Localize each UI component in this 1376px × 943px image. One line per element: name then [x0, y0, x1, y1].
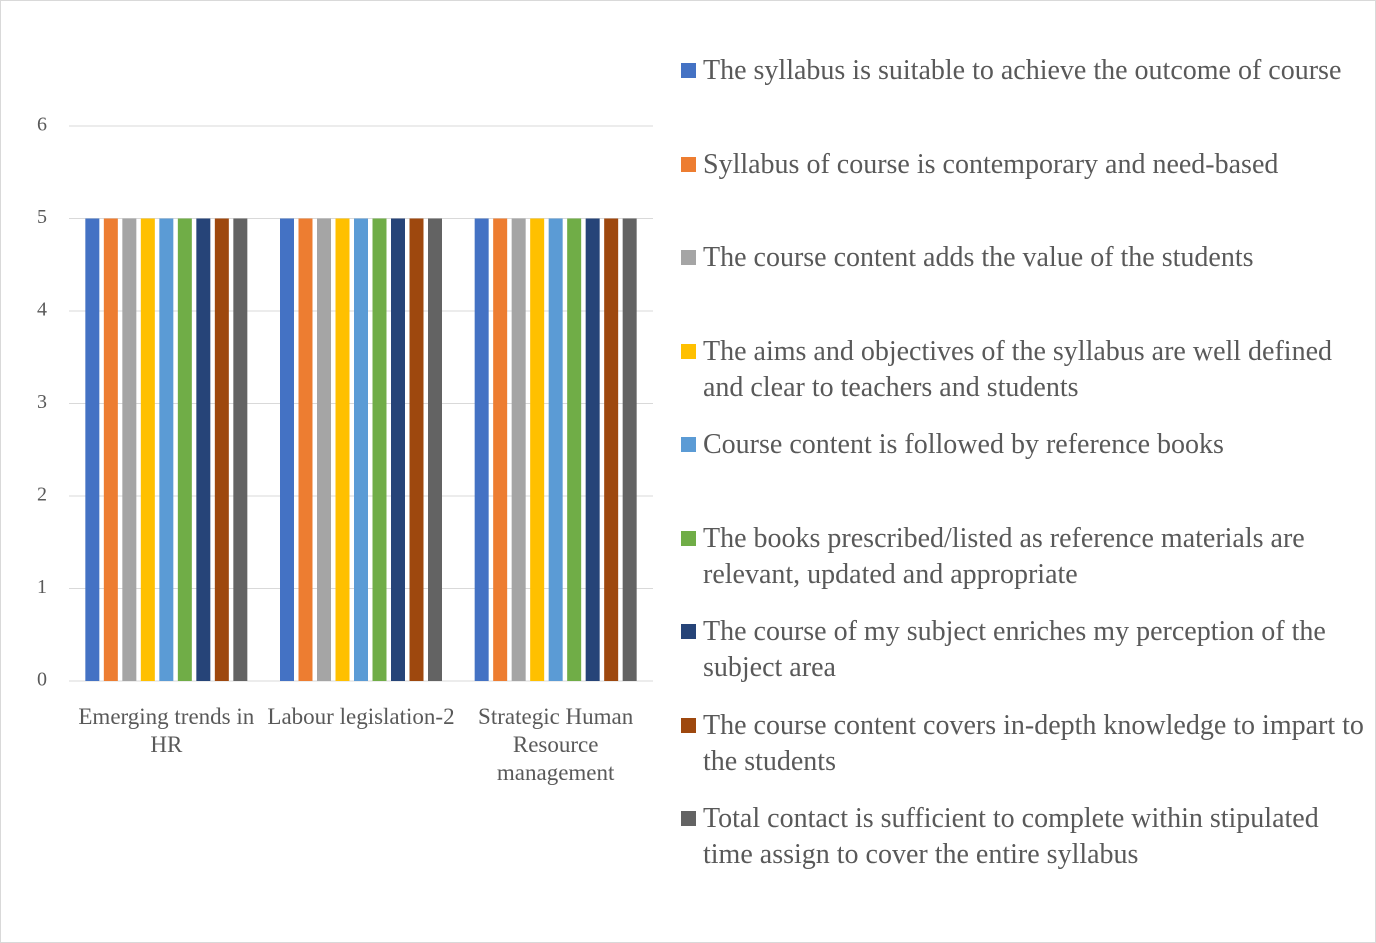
legend-entry: Total contact is sufficient to complete …: [681, 801, 1371, 873]
y-tick-label: 6: [37, 114, 47, 136]
bar: [511, 218, 526, 681]
bar: [159, 218, 174, 681]
legend-label: The course of my subject enriches my per…: [703, 616, 1326, 683]
bar: [335, 218, 350, 681]
legend-label: The course content adds the value of the…: [703, 242, 1254, 273]
bar: [548, 218, 563, 681]
bar: [140, 218, 155, 681]
bar: [280, 218, 294, 681]
bar: [622, 218, 637, 681]
bar: [85, 218, 100, 681]
bar: [317, 218, 331, 681]
bar: [391, 218, 405, 681]
bar: [409, 218, 424, 681]
bar: [122, 218, 137, 681]
bar: [585, 218, 600, 681]
bar: [567, 218, 582, 681]
legend-entry: The course content covers in-depth knowl…: [681, 708, 1371, 780]
y-tick-label: 2: [37, 484, 47, 506]
legend-label: The syllabus is suitable to achieve the …: [703, 55, 1342, 86]
y-tick-label: 4: [37, 299, 47, 321]
legend-swatch: [681, 156, 696, 172]
legend-swatch: [681, 530, 696, 546]
bar: [604, 218, 619, 681]
bar: [530, 218, 545, 681]
legend-label: The course content covers in-depth knowl…: [703, 709, 1364, 777]
legend-label: The books prescribed/listed as reference…: [703, 522, 1305, 590]
bar: [428, 218, 442, 681]
legend-entry: The aims and objectives of the syllabus …: [681, 334, 1371, 406]
bar: [298, 218, 313, 681]
bar: [177, 218, 192, 681]
legend-swatch: [681, 437, 696, 452]
y-tick-label: 5: [37, 206, 47, 228]
legend-entry: The course content adds the value of the…: [681, 240, 1371, 276]
bar: [103, 218, 118, 681]
bar: [372, 218, 387, 681]
x-tick-label: Labour legislation-2: [267, 704, 455, 729]
legend-entry: The books prescribed/listed as reference…: [681, 521, 1371, 593]
bar: [196, 218, 211, 681]
legend-swatch: [681, 811, 696, 826]
legend-entry: The syllabus is suitable to achieve the …: [681, 53, 1371, 89]
legend-label: Total contact is sufficient to complete …: [703, 803, 1319, 870]
legend-entry: Syllabus of course is contemporary and n…: [681, 147, 1371, 183]
bar: [493, 218, 508, 681]
y-tick-label: 1: [37, 576, 47, 598]
legend-label: Course content is followed by reference …: [703, 429, 1224, 460]
bar: [354, 218, 368, 681]
legend-entry: Course content is followed by reference …: [681, 427, 1371, 463]
bar: [233, 218, 248, 681]
bar: [474, 218, 489, 681]
bar: [214, 218, 229, 681]
legend-swatch: [681, 63, 696, 78]
legend-swatch: [681, 717, 696, 733]
legend-swatch: [681, 624, 696, 639]
x-tick-label: Emerging trends in HR: [78, 704, 255, 757]
y-tick-label: 0: [37, 669, 47, 691]
legend-label: Syllabus of course is contemporary and n…: [703, 148, 1279, 180]
legend-label: The aims and objectives of the syllabus …: [703, 335, 1333, 403]
x-tick-label: Strategic Human Resource management: [478, 704, 634, 785]
y-tick-label: 3: [37, 391, 47, 413]
legend-swatch: [681, 250, 696, 265]
legend-entry: The course of my subject enriches my per…: [681, 614, 1371, 686]
legend-swatch: [681, 343, 696, 359]
